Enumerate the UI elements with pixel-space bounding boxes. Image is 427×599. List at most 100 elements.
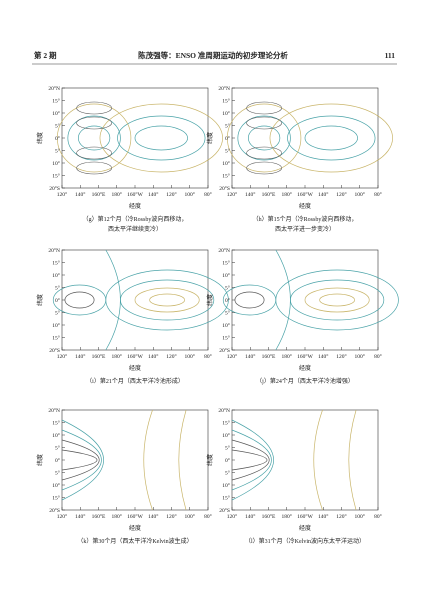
y-tick-label: 15°: [52, 495, 60, 502]
x-tick-label: 140°: [148, 191, 158, 198]
y-tick-label: 5°: [225, 470, 230, 477]
y-axis-label: 纬度: [206, 294, 214, 306]
y-tick-label: 5°: [225, 310, 230, 317]
contour-line: [287, 115, 376, 161]
contour-line: [231, 429, 272, 491]
x-axis-label: 经度: [129, 524, 141, 532]
x-tick-label: 180°: [282, 513, 292, 520]
header-issue: 第 2 期: [34, 50, 57, 60]
x-tick-label: 160°E: [92, 513, 106, 520]
y-tick-label: 15°: [52, 98, 60, 105]
contour-line: [67, 115, 121, 161]
contour-line: [246, 146, 282, 160]
x-tick-label: 120°: [166, 513, 176, 520]
x-axis-label: 经度: [299, 202, 311, 210]
x-tick-label: 80°: [374, 191, 382, 198]
x-tick-label: 120°: [336, 513, 346, 520]
y-tick-label: 10°: [222, 432, 230, 439]
x-tick-label: 120°: [166, 191, 176, 198]
x-tick-label: 140°: [318, 191, 328, 198]
contour-line: [290, 279, 385, 321]
x-tick-label: 160°W: [297, 353, 313, 360]
y-tick-label: 20°S: [219, 185, 230, 192]
y-axis-label: 纬度: [36, 454, 44, 466]
x-tick-label: 160°W: [297, 191, 313, 198]
contour-line: [61, 429, 102, 491]
y-tick-label: 10°: [52, 432, 60, 439]
contour-line: [99, 103, 223, 173]
y-tick-label: 10°: [222, 160, 230, 167]
plot-frame: [231, 409, 379, 511]
x-tick-label: 120°: [57, 513, 67, 520]
contour-line: [105, 269, 229, 331]
x-tick-label: 120°: [166, 353, 176, 360]
x-tick-label: 180°: [282, 191, 292, 198]
y-tick-label: 15°: [222, 260, 230, 267]
contour-line: [76, 101, 112, 115]
contour-line: [319, 293, 355, 307]
y-tick-label: 20°N: [48, 85, 60, 92]
y-tick-label: 15°: [52, 173, 60, 180]
contour-line: [64, 291, 95, 309]
contour-line: [275, 249, 291, 351]
y-axis-label: 纬度: [36, 132, 44, 144]
y-tick-label: 0°: [225, 135, 230, 142]
x-tick-label: 100°: [185, 353, 195, 360]
x-tick-label: 160°E: [262, 191, 276, 198]
y-tick-label: 10°: [222, 272, 230, 279]
y-tick-label: 15°: [52, 335, 60, 342]
x-tick-label: 100°: [185, 191, 195, 198]
x-axis-label: 经度: [129, 364, 141, 372]
y-axis-label: 纬度: [206, 454, 214, 466]
y-tick-label: 15°: [52, 260, 60, 267]
contour-line: [143, 409, 153, 511]
x-tick-label: 140°: [318, 513, 328, 520]
contour-line: [105, 249, 121, 351]
contour-line: [120, 279, 215, 321]
x-tick-label: 120°: [336, 353, 346, 360]
contour-line: [178, 409, 187, 511]
contour-line: [234, 291, 265, 309]
y-axis-label: 纬度: [206, 132, 214, 144]
y-tick-label: 20°S: [49, 507, 60, 514]
y-tick-label: 10°: [52, 482, 60, 489]
contour-line: [304, 125, 358, 151]
y-tick-label: 15°: [52, 420, 60, 427]
x-axis-label: 经度: [299, 364, 311, 372]
y-tick-label: 20°N: [218, 407, 230, 414]
contour-line: [246, 101, 282, 115]
x-tick-label: 120°: [57, 353, 67, 360]
x-tick-label: 160°W: [297, 513, 313, 520]
x-tick-label: 160°E: [262, 353, 276, 360]
caption: 西太平洋进一步变冷）: [275, 225, 335, 233]
y-tick-label: 15°: [222, 335, 230, 342]
y-tick-label: 5°: [55, 123, 60, 130]
contour-line: [246, 161, 282, 175]
y-tick-label: 5°: [225, 445, 230, 452]
y-tick-label: 15°: [222, 98, 230, 105]
y-tick-label: 20°N: [218, 85, 230, 92]
y-tick-label: 10°: [52, 110, 60, 117]
y-tick-label: 10°: [52, 322, 60, 329]
contour-line: [246, 116, 282, 130]
contour-line: [313, 409, 323, 511]
x-tick-label: 160°W: [127, 353, 143, 360]
x-tick-label: 100°: [355, 353, 365, 360]
x-tick-label: 180°: [112, 513, 122, 520]
contour-line: [61, 449, 98, 471]
y-tick-label: 0°: [55, 135, 60, 142]
y-tick-label: 5°: [225, 148, 230, 155]
y-tick-label: 20°N: [48, 407, 60, 414]
contour-line: [269, 103, 393, 173]
x-tick-label: 140°: [75, 513, 85, 520]
contour-line: [76, 116, 112, 130]
x-tick-label: 100°: [355, 191, 365, 198]
x-tick-label: 100°: [355, 513, 365, 520]
contour-line: [149, 293, 185, 307]
contour-line: [52, 284, 107, 316]
caption: 西太平洋继续变冷）: [108, 225, 162, 233]
x-axis-label: 经度: [129, 202, 141, 210]
x-tick-label: 80°: [204, 353, 212, 360]
y-axis-label: 纬度: [36, 294, 44, 306]
y-tick-label: 5°: [55, 148, 60, 155]
